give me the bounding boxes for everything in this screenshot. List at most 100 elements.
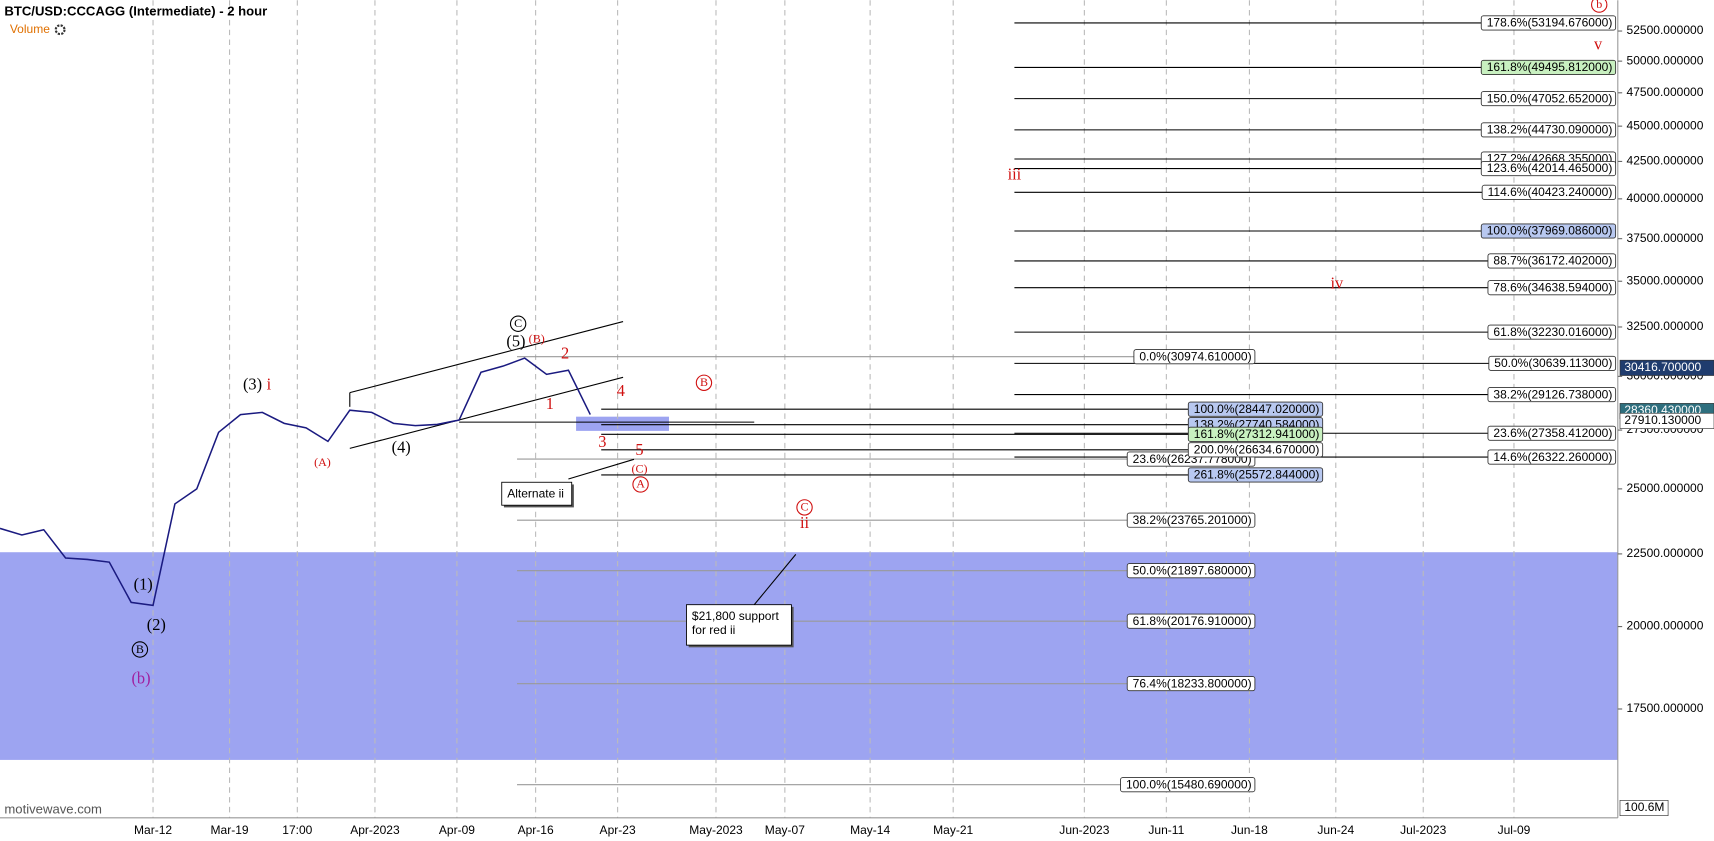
callout-box bbox=[686, 604, 792, 646]
fib-label: 14.6%(26322.260000) bbox=[1493, 450, 1612, 464]
fib-label: 61.8%(32230.016000) bbox=[1493, 325, 1612, 339]
wave-label: 5 bbox=[635, 440, 643, 459]
wave-label: iv bbox=[1331, 274, 1345, 293]
fib-label-box bbox=[1120, 777, 1256, 793]
watermark: motivewave.com bbox=[4, 802, 102, 817]
price-marker-box bbox=[1619, 359, 1714, 376]
fib-label-box bbox=[1487, 280, 1617, 296]
callout-text: $21,800 support bbox=[692, 609, 780, 623]
y-tick-label: 42500.000000 bbox=[1627, 154, 1704, 168]
fib-label: 178.6%(53194.676000) bbox=[1487, 16, 1613, 30]
x-tick-label: Jun-18 bbox=[1231, 823, 1268, 837]
x-tick-label: Jun-2023 bbox=[1059, 823, 1109, 837]
wave-label: ii bbox=[800, 513, 810, 532]
wave-label: (5) bbox=[506, 332, 525, 351]
wave-circle bbox=[1591, 0, 1608, 13]
x-tick-label: May-07 bbox=[765, 823, 805, 837]
fib-label-box bbox=[1480, 122, 1617, 138]
x-tick-label: Jun-11 bbox=[1148, 823, 1184, 837]
fib-label-box bbox=[1187, 442, 1324, 458]
fib-label-box bbox=[1480, 59, 1617, 75]
callout-text: for red ii bbox=[692, 623, 735, 637]
wave-circle bbox=[509, 315, 527, 332]
target-zone bbox=[576, 416, 669, 431]
wave-label: (3) bbox=[243, 374, 262, 393]
fib-label-box bbox=[1487, 387, 1617, 403]
fib-label-box bbox=[1487, 449, 1617, 465]
x-tick-label: 17:00 bbox=[282, 823, 312, 837]
fib-label: 50.0%(21897.680000) bbox=[1133, 563, 1252, 577]
x-tick-label: Mar-19 bbox=[211, 823, 249, 837]
fib-label: 50.0%(30639.113000) bbox=[1494, 356, 1612, 370]
x-tick-label: May-2023 bbox=[689, 823, 743, 837]
fib-label-box bbox=[1126, 512, 1256, 528]
wave-label: 3 bbox=[598, 432, 606, 451]
wave-label: b bbox=[1596, 0, 1602, 11]
fib-label: 38.2%(23765.201000) bbox=[1133, 513, 1252, 527]
wave-label: i bbox=[267, 374, 272, 393]
fib-label: 100.0%(37969.086000) bbox=[1487, 224, 1613, 238]
price-marker-label: 27910.130000 bbox=[1624, 413, 1701, 427]
y-tick-label: 37500.000000 bbox=[1627, 231, 1704, 245]
fib-label: 0.0%(30974.610000) bbox=[1139, 349, 1251, 363]
fib-label-box bbox=[1126, 676, 1256, 692]
wave-label: 4 bbox=[617, 381, 625, 400]
y-tick-label: 45000.000000 bbox=[1627, 118, 1704, 132]
y-tick-label: 20000.000000 bbox=[1627, 619, 1704, 633]
zones bbox=[0, 416, 1618, 760]
x-tick-label: May-14 bbox=[850, 823, 890, 837]
volume-marker-label: 100.6M bbox=[1624, 800, 1664, 814]
fib-label-box bbox=[1126, 613, 1256, 629]
fib-label-box bbox=[1480, 91, 1617, 107]
wave-circle bbox=[131, 641, 149, 658]
fib-label-box bbox=[1487, 253, 1617, 269]
x-tick-label: Apr-2023 bbox=[350, 823, 400, 837]
x-tick-label: Apr-09 bbox=[439, 823, 475, 837]
x-tick-label: May-21 bbox=[933, 823, 973, 837]
wave-label: v bbox=[1594, 34, 1603, 53]
y-tick-label: 47500.000000 bbox=[1627, 85, 1704, 99]
fib-label: 61.8%(20176.910000) bbox=[1133, 614, 1252, 628]
wave-label: (1) bbox=[134, 574, 153, 593]
fib-label: 123.6%(42014.465000) bbox=[1487, 161, 1613, 175]
price-marker-label: 30416.700000 bbox=[1624, 360, 1701, 374]
wave-label: (4) bbox=[392, 438, 411, 457]
fib-label-box bbox=[1126, 563, 1256, 579]
fib-label-box bbox=[1187, 467, 1324, 483]
fib-label-box bbox=[1187, 426, 1324, 442]
settings-icon[interactable] bbox=[54, 24, 66, 36]
fib-label: 150.0%(47052.652000) bbox=[1487, 91, 1613, 105]
wave-label: (C) bbox=[631, 461, 647, 475]
fib-label: 78.6%(34638.594000) bbox=[1493, 280, 1612, 294]
fib-label-box bbox=[1481, 184, 1617, 200]
wave-label: (B) bbox=[529, 331, 545, 345]
fib-label-box bbox=[1133, 349, 1256, 365]
wave-label: B bbox=[136, 642, 144, 656]
fib-label: 100.0%(15480.690000) bbox=[1126, 777, 1252, 791]
y-tick-label: 22500.000000 bbox=[1627, 546, 1704, 560]
y-tick-label: 32500.000000 bbox=[1627, 319, 1704, 333]
fib-label-box bbox=[1487, 324, 1617, 340]
wave-label: (b) bbox=[131, 668, 150, 687]
volume-marker-box bbox=[1619, 800, 1669, 816]
wave-label: (2) bbox=[147, 615, 166, 634]
fib-label: 38.2%(29126.738000) bbox=[1493, 387, 1612, 401]
x-tick-label: Mar-12 bbox=[134, 823, 172, 837]
y-tick-label: 52500.000000 bbox=[1627, 23, 1704, 37]
fib-label-box bbox=[1480, 15, 1617, 31]
fib-label: 100.0%(28447.020000) bbox=[1194, 402, 1320, 416]
fib-label: 200.0%(26634.670000) bbox=[1194, 443, 1320, 457]
wave-circle bbox=[796, 499, 813, 516]
price-line bbox=[0, 357, 591, 607]
price bbox=[0, 357, 591, 607]
y-tick-label: 40000.000000 bbox=[1627, 191, 1704, 205]
wave-label: C bbox=[801, 500, 809, 514]
fib-label: 76.4%(18233.800000) bbox=[1133, 676, 1252, 690]
fib-label: 88.7%(36172.402000) bbox=[1493, 254, 1612, 268]
x-tick-label: Jul-2023 bbox=[1400, 823, 1446, 837]
fib-label: 114.6%(40423.240000) bbox=[1488, 185, 1613, 199]
fib-label: 138.2%(44730.090000) bbox=[1487, 123, 1613, 137]
wave-label: 2 bbox=[561, 344, 569, 363]
